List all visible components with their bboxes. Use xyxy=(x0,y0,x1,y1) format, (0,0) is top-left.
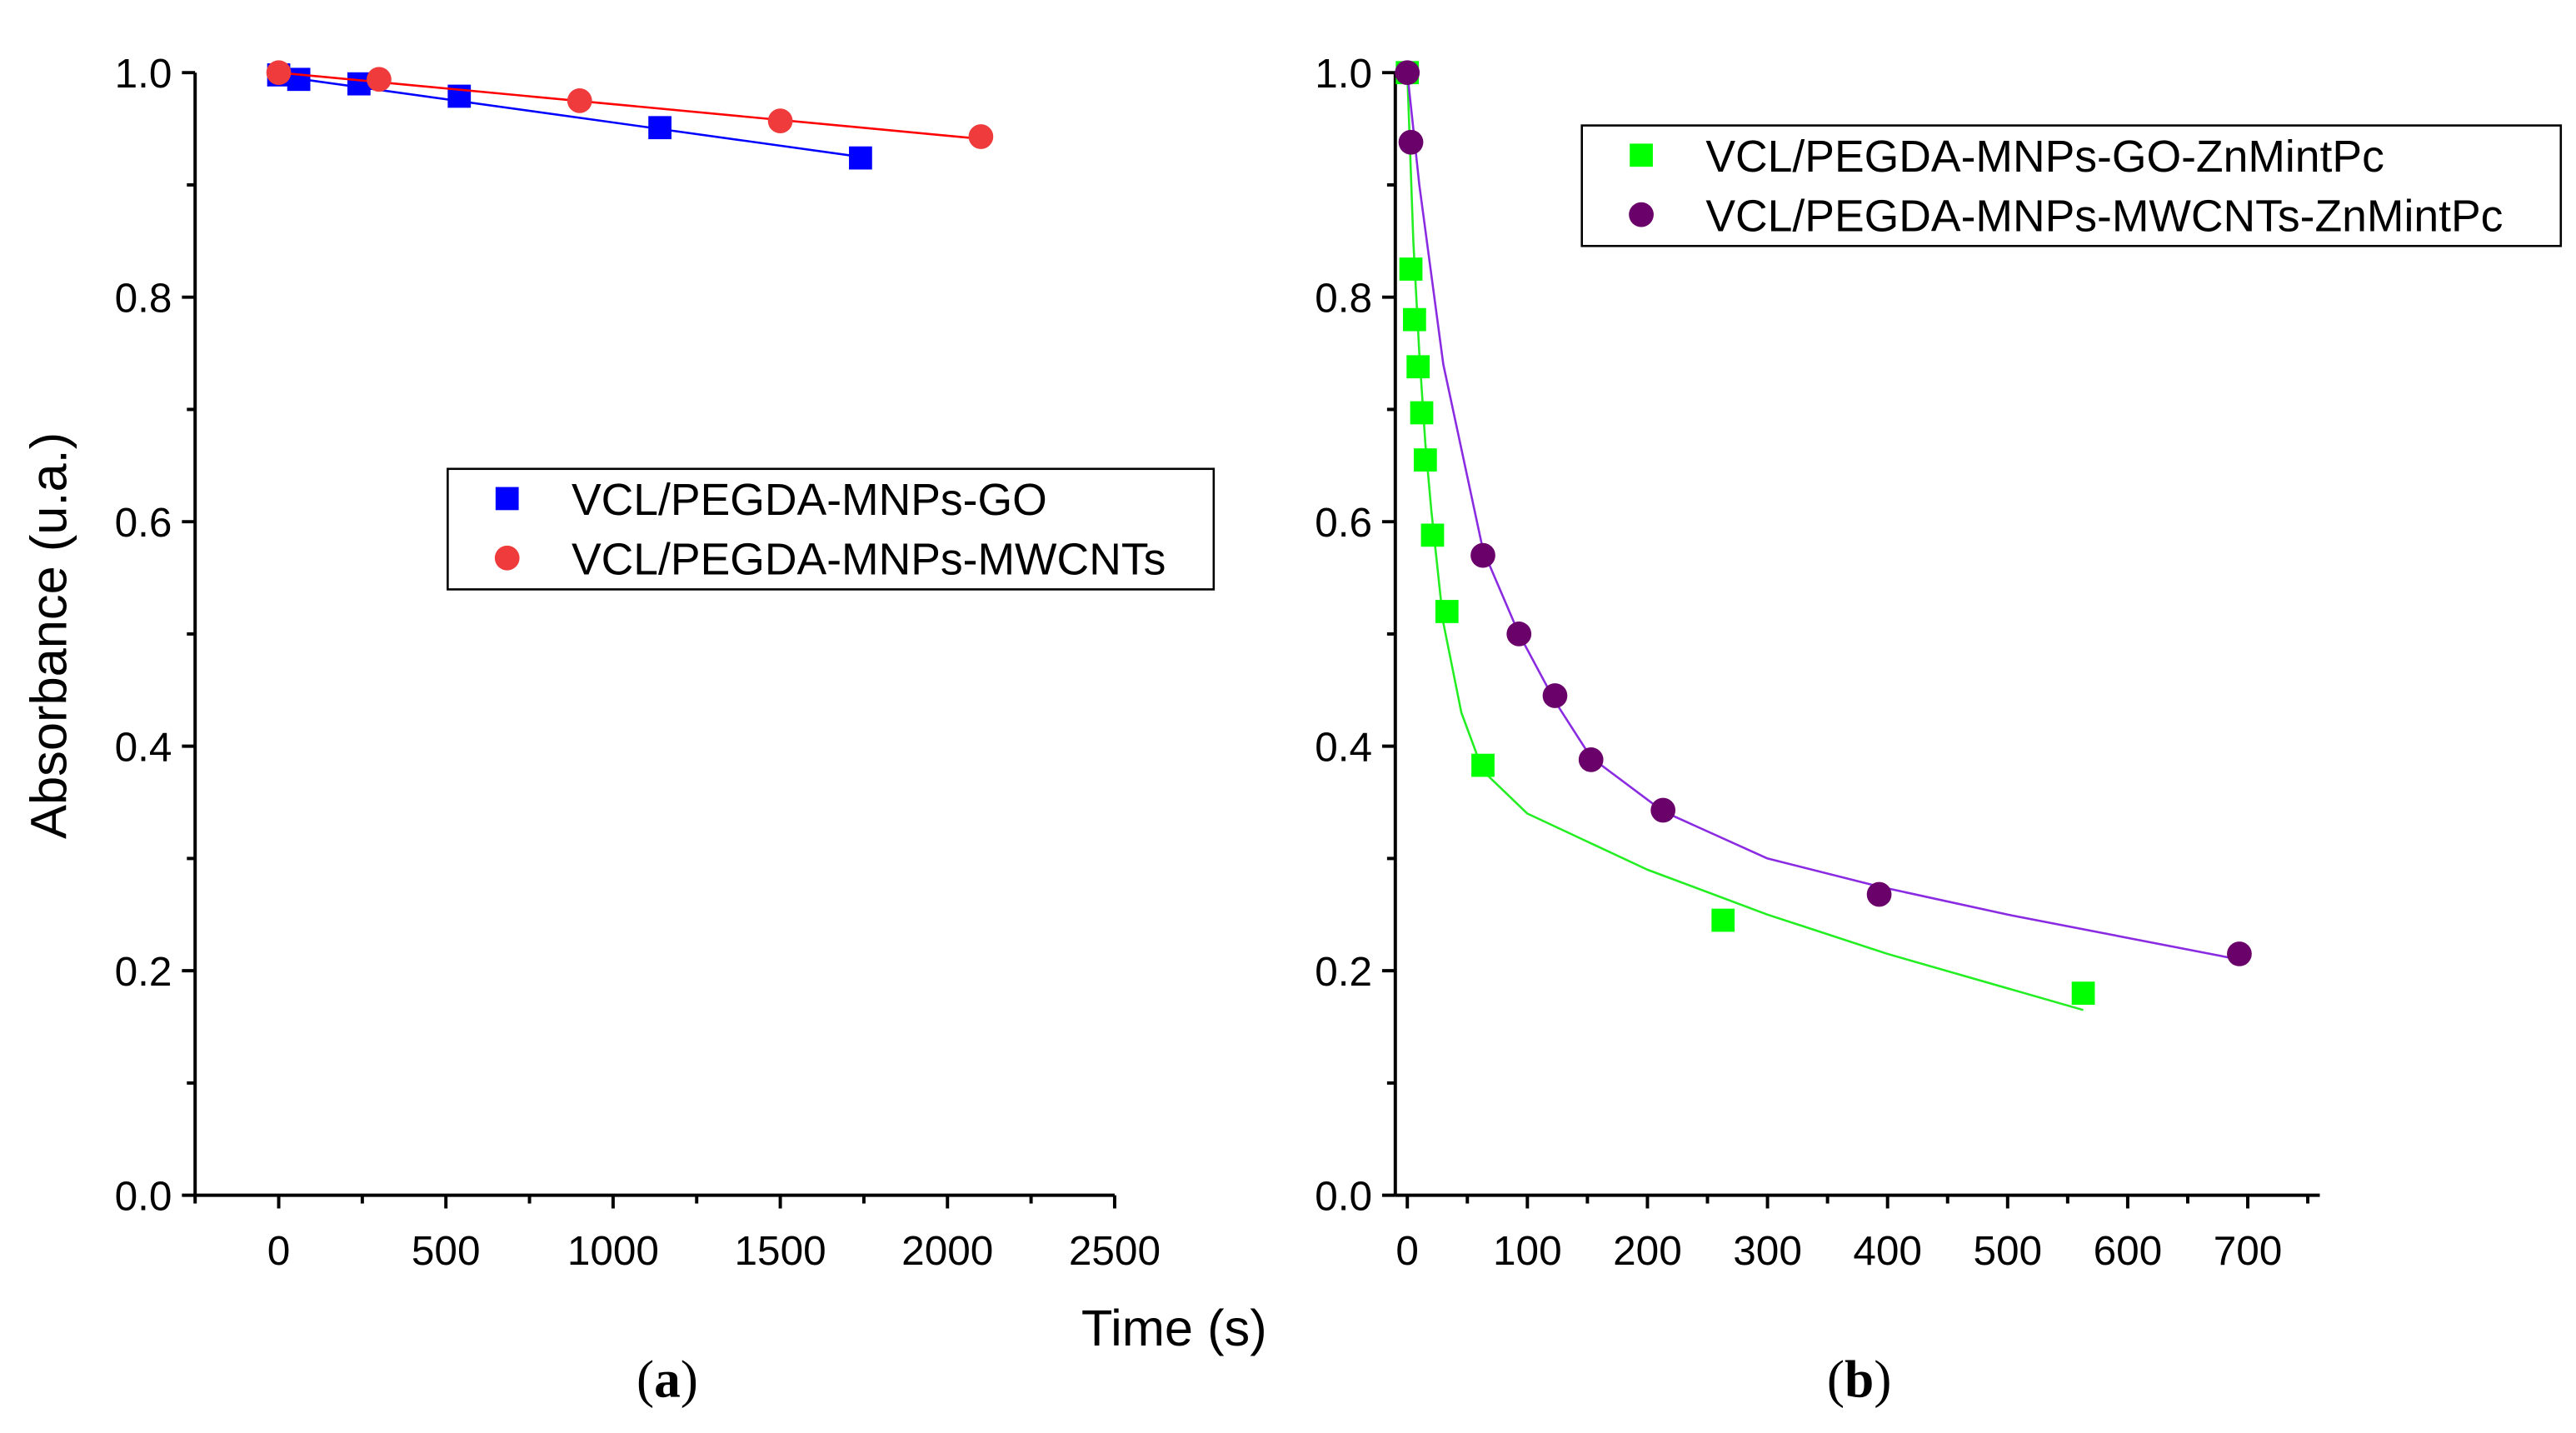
legend-box xyxy=(1580,124,2563,247)
x-tick-label: 300 xyxy=(1733,1228,1802,1274)
data-point xyxy=(1578,746,1604,772)
y-tick-label: 0.0 xyxy=(115,1173,172,1219)
data-point xyxy=(1471,753,1495,777)
x-axis-label: Time (s) xyxy=(1081,1300,1267,1357)
data-point xyxy=(1711,908,1735,932)
panel-letter-b: b xyxy=(1845,1349,1874,1408)
y-tick-label: 0.0 xyxy=(1315,1173,1372,1219)
panel-letter-a: a xyxy=(654,1349,681,1408)
legend: VCL/PEGDA-MNPs-GO VCL/PEGDA-MNPs-MWCNTs xyxy=(447,467,1216,591)
legend-label: VCL/PEGDA-MNPs-MWCNTs-ZnMintPc xyxy=(1705,192,2503,241)
panel-label-b: (b) xyxy=(1827,1349,1892,1408)
y-tick-label: 0.8 xyxy=(115,276,172,322)
x-tick-label: 1000 xyxy=(567,1228,659,1274)
fit-line-2 xyxy=(1405,72,2240,961)
data-point xyxy=(849,146,872,170)
x-tick-label: 700 xyxy=(2214,1228,2283,1274)
y-tick-label: 0.8 xyxy=(1315,276,1372,322)
y-tick-label: 0.6 xyxy=(1315,500,1372,546)
data-point xyxy=(2071,981,2095,1005)
data-point xyxy=(1435,600,1459,623)
data-point xyxy=(347,72,371,96)
data-point xyxy=(287,67,311,92)
data-point xyxy=(567,88,592,113)
panel-label-a: (a) xyxy=(637,1349,698,1408)
data-point xyxy=(968,124,994,149)
fit-line-2 xyxy=(278,71,981,140)
x-tick-label: 0 xyxy=(1395,1228,1419,1274)
legend-marker-circle xyxy=(494,545,520,571)
data-point xyxy=(767,108,793,133)
panel-b-chart: 0.0 0.2 0.4 0.6 0.8 1.0 0 100 200 300 400 500 600 700… xyxy=(1315,51,2563,1274)
x-tick-label: 2500 xyxy=(1069,1228,1161,1274)
data-point xyxy=(1413,448,1437,472)
legend-marker-square xyxy=(495,487,519,511)
legend-box xyxy=(447,467,1216,591)
data-point xyxy=(1650,797,1676,823)
x-tick-label: 500 xyxy=(1973,1228,2042,1274)
data-point xyxy=(1470,542,1495,568)
data-point xyxy=(1406,355,1430,379)
data-point xyxy=(367,67,392,92)
x-tick-label: 400 xyxy=(1853,1228,1922,1274)
legend-label: VCL/PEGDA-MNPs-GO xyxy=(572,476,1047,525)
data-point xyxy=(2227,941,2252,966)
data-point xyxy=(266,60,292,86)
y-tick-label: 0.6 xyxy=(115,500,172,546)
legend-label: VCL/PEGDA-MNPs-GO-ZnMintPc xyxy=(1705,132,2384,182)
data-point xyxy=(1542,683,1568,708)
x-tick-label: 200 xyxy=(1613,1228,1682,1274)
data-point xyxy=(1398,129,1424,155)
data-point xyxy=(1506,622,1532,647)
y-tick-label: 0.4 xyxy=(1315,725,1372,771)
x-tick-label: 0 xyxy=(267,1228,291,1274)
legend-label: VCL/PEGDA-MNPs-MWCNTs xyxy=(572,536,1166,585)
data-point xyxy=(648,116,671,140)
fit-line-1 xyxy=(1405,72,2084,1011)
y-tick-label: 1.0 xyxy=(115,51,172,97)
data-point xyxy=(1866,881,1892,907)
data-point xyxy=(1399,257,1423,281)
y-tick-label: 0.2 xyxy=(1315,949,1372,995)
y-tick-label: 0.2 xyxy=(115,949,172,995)
x-tick-label: 1500 xyxy=(735,1228,826,1274)
legend: VCL/PEGDA-MNPs-GO-ZnMintPc VCL/PEGDA-MNPs… xyxy=(1580,124,2563,247)
y-tick-label: 1.0 xyxy=(1315,51,1372,97)
data-point xyxy=(1410,401,1434,425)
legend-marker-square xyxy=(1630,143,1653,167)
x-tick-label: 100 xyxy=(1493,1228,1562,1274)
x-tick-label: 2000 xyxy=(901,1228,993,1274)
y-tick-label: 0.4 xyxy=(115,725,172,771)
panel-a-chart: 0.0 0.2 0.4 0.6 0.8 1.0 0 500 1000 1500 2000 2500 VC… xyxy=(115,51,1216,1274)
x-tick-label: 500 xyxy=(412,1228,481,1274)
data-point xyxy=(1402,307,1426,332)
data-point xyxy=(1395,60,1420,86)
y-axis-label: Absorbance (u.a.) xyxy=(21,432,78,839)
legend-marker-circle xyxy=(1629,202,1654,227)
data-point xyxy=(1420,523,1445,547)
x-tick-label: 600 xyxy=(2094,1228,2163,1274)
